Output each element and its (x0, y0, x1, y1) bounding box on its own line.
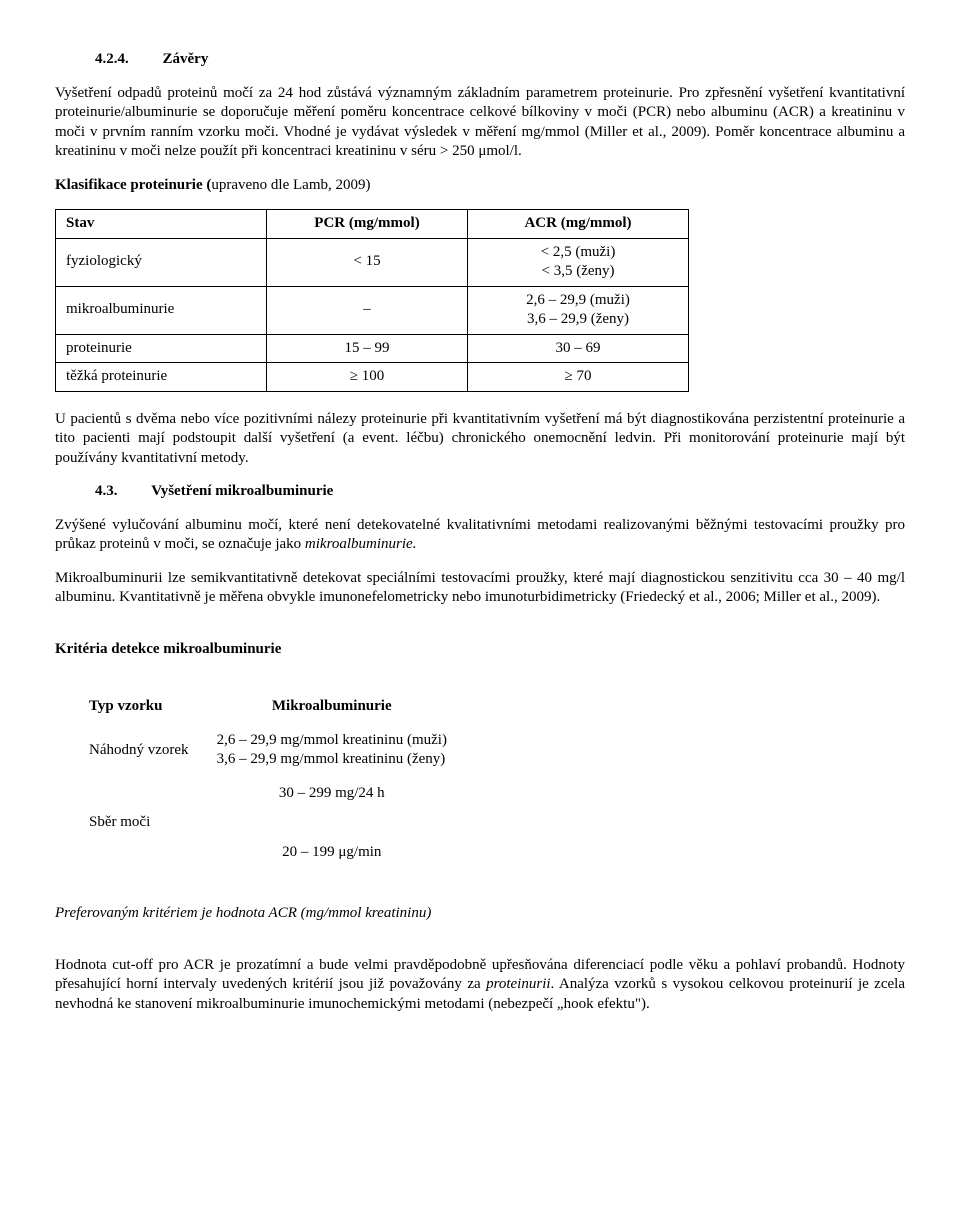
cell: – (267, 286, 468, 334)
para-43-1: Zvýšené vylučování albuminu močí, které … (55, 516, 905, 555)
th-type: Typ vzorku (75, 691, 203, 723)
heading-424-num: 4.2.4. (95, 51, 129, 67)
para-424-1: Vyšetření odpadů proteinů močí za 24 hod… (55, 84, 905, 162)
th-micro: Mikroalbuminurie (203, 691, 461, 723)
cell: 30 – 299 mg/24 h20 – 199 μg/min (203, 778, 461, 868)
criteria-table: Typ vzorku Mikroalbuminurie Náhodný vzor… (75, 691, 461, 868)
para-43-1a: Zvýšené vylučování albuminu močí, které … (55, 517, 905, 553)
table-row: Sběr moči 30 – 299 mg/24 h20 – 199 μg/mi… (75, 778, 461, 868)
para-43-2: Mikroalbuminurii lze semikvantitativně d… (55, 569, 905, 608)
classification-table: Stav PCR (mg/mmol) ACR (mg/mmol) fyziolo… (55, 209, 689, 392)
para-424-2-rest: upraveno dle Lamb, 2009) (211, 177, 370, 193)
cell: 2,6 – 29,9 mg/mmol kreatininu (muži)3,6 … (203, 723, 461, 779)
cell: 30 – 69 (468, 334, 689, 363)
heading-43-num: 4.3. (95, 483, 118, 499)
para-43-1b: mikroalbuminurie. (305, 536, 417, 552)
table-row: fyziologický < 15 < 2,5 (muži)< 3,5 (žen… (56, 238, 689, 286)
table-row: proteinurie 15 – 99 30 – 69 (56, 334, 689, 363)
table-row: těžká proteinurie ≥ 100 ≥ 70 (56, 363, 689, 392)
th-stav: Stav (56, 210, 267, 239)
cell: ≥ 100 (267, 363, 468, 392)
final-b: proteinurii (486, 976, 550, 992)
cell: mikroalbuminurie (56, 286, 267, 334)
table-header-row: Typ vzorku Mikroalbuminurie (75, 691, 461, 723)
preferred-criterion: Preferovaným kritériem je hodnota ACR (m… (55, 904, 905, 924)
cell: Sběr moči (75, 778, 203, 868)
th-acr: ACR (mg/mmol) (468, 210, 689, 239)
cell: proteinurie (56, 334, 267, 363)
final-paragraph: Hodnota cut-off pro ACR je prozatímní a … (55, 956, 905, 1015)
th-pcr: PCR (mg/mmol) (267, 210, 468, 239)
heading-424: 4.2.4. Závěry (95, 50, 905, 70)
cell: 15 – 99 (267, 334, 468, 363)
para-424-2-bold: Klasifikace proteinurie ( (55, 177, 211, 193)
heading-43-title: Vyšetření mikroalbuminurie (151, 483, 333, 499)
cell: Náhodný vzorek (75, 723, 203, 779)
cell: < 2,5 (muži)< 3,5 (ženy) (468, 238, 689, 286)
cell: 2,6 – 29,9 (muži)3,6 – 29,9 (ženy) (468, 286, 689, 334)
table-header-row: Stav PCR (mg/mmol) ACR (mg/mmol) (56, 210, 689, 239)
cell: fyziologický (56, 238, 267, 286)
para-post-table1: U pacientů s dvěma nebo více pozitivními… (55, 410, 905, 469)
cell: ≥ 70 (468, 363, 689, 392)
criteria-heading: Kritéria detekce mikroalbuminurie (55, 640, 905, 660)
cell: těžká proteinurie (56, 363, 267, 392)
table-row: Náhodný vzorek 2,6 – 29,9 mg/mmol kreati… (75, 723, 461, 779)
para-424-2: Klasifikace proteinurie (upraveno dle La… (55, 176, 905, 196)
table-row: mikroalbuminurie – 2,6 – 29,9 (muži)3,6 … (56, 286, 689, 334)
cell: < 15 (267, 238, 468, 286)
heading-424-title: Závěry (163, 51, 209, 67)
heading-43: 4.3. Vyšetření mikroalbuminurie (95, 482, 905, 502)
